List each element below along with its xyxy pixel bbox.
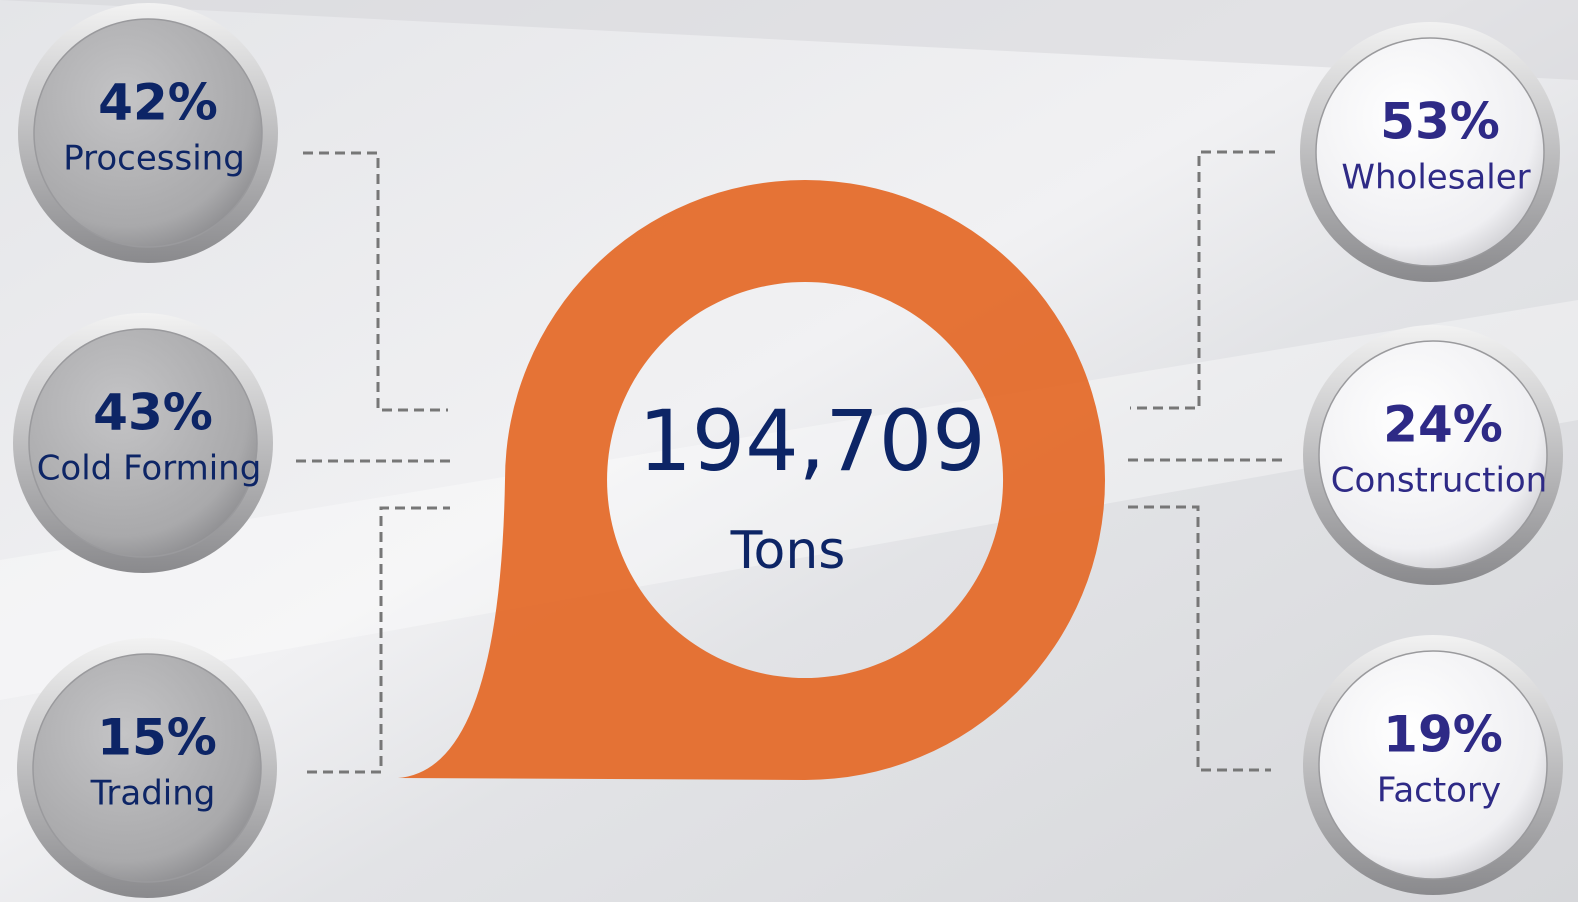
bubble-face: [1315, 37, 1545, 267]
background-band: [0, 0, 1578, 80]
bubble-percent: 19%: [1383, 706, 1503, 764]
bubble-face: [1318, 340, 1548, 570]
bubble-face: [1318, 650, 1548, 880]
connector: [303, 151, 448, 412]
bubble-label: Factory: [1377, 771, 1501, 811]
total-unit: Tons: [730, 521, 846, 581]
total-value: 194,709: [638, 392, 985, 490]
connectors: [296, 150, 1282, 774]
bubble-label: Processing: [63, 139, 245, 179]
bubble-percent: 43%: [93, 384, 213, 442]
bubble-label: Construction: [1331, 461, 1547, 501]
bubble: 42% Processing: [18, 3, 278, 263]
bubble-label: Cold Forming: [37, 449, 262, 489]
bubble: 53% Wholesaler: [1300, 22, 1560, 282]
background-band: [0, 300, 1578, 700]
connector: [1130, 150, 1275, 410]
connector: [1128, 505, 1271, 772]
bubble: 19% Factory: [1303, 635, 1563, 895]
bubble: 43% Cold Forming: [13, 313, 273, 573]
connector: [307, 506, 450, 774]
bubble-face: [33, 18, 263, 248]
bubble-face: [28, 328, 258, 558]
ring-shape: [398, 180, 1105, 780]
bubble: 24% Construction: [1303, 325, 1563, 585]
bubble-label: Wholesaler: [1341, 158, 1530, 198]
bubble-label: Trading: [90, 774, 216, 814]
bubble-percent: 24%: [1383, 396, 1503, 454]
bubble: 15% Trading: [17, 638, 277, 898]
bubble-percent: 53%: [1380, 93, 1500, 151]
bubble-percent: 42%: [98, 74, 218, 132]
bubbles: 42% Processing 43% Cold Forming 15% Trading 53…: [13, 3, 1563, 898]
bubble-face: [32, 653, 262, 883]
bubble-percent: 15%: [97, 709, 217, 767]
